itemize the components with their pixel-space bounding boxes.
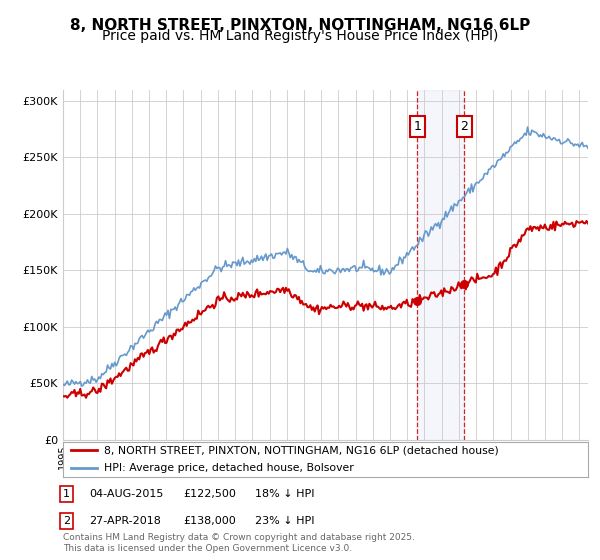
Text: Price paid vs. HM Land Registry's House Price Index (HPI): Price paid vs. HM Land Registry's House … xyxy=(102,29,498,43)
Text: 2: 2 xyxy=(63,516,70,526)
Text: 8, NORTH STREET, PINXTON, NOTTINGHAM, NG16 6LP: 8, NORTH STREET, PINXTON, NOTTINGHAM, NG… xyxy=(70,18,530,33)
Text: 2: 2 xyxy=(460,120,469,133)
Text: 8, NORTH STREET, PINXTON, NOTTINGHAM, NG16 6LP (detached house): 8, NORTH STREET, PINXTON, NOTTINGHAM, NG… xyxy=(104,445,499,455)
Text: 1: 1 xyxy=(63,489,70,499)
Text: 27-APR-2018: 27-APR-2018 xyxy=(89,516,161,526)
Text: 1: 1 xyxy=(413,120,421,133)
Text: HPI: Average price, detached house, Bolsover: HPI: Average price, detached house, Bols… xyxy=(104,464,354,473)
Text: £138,000: £138,000 xyxy=(183,516,236,526)
Text: 04-AUG-2015: 04-AUG-2015 xyxy=(89,489,163,499)
Text: £122,500: £122,500 xyxy=(183,489,236,499)
Text: 18% ↓ HPI: 18% ↓ HPI xyxy=(255,489,314,499)
Text: 23% ↓ HPI: 23% ↓ HPI xyxy=(255,516,314,526)
Bar xyxy=(417,90,464,440)
Text: Contains HM Land Registry data © Crown copyright and database right 2025.
This d: Contains HM Land Registry data © Crown c… xyxy=(63,533,415,553)
